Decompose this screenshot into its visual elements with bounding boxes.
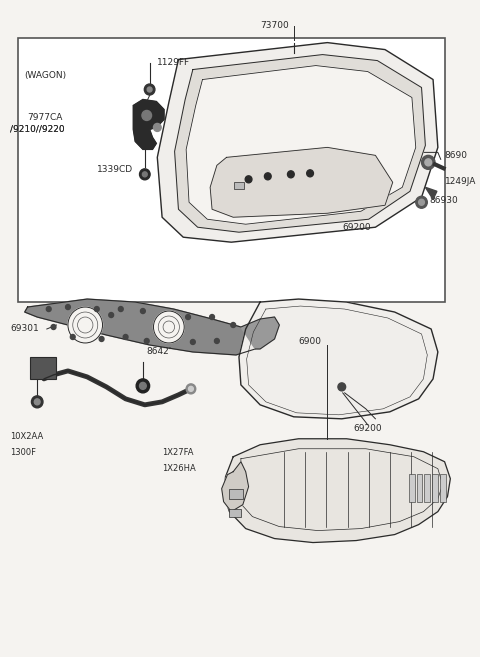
Circle shape bbox=[425, 159, 432, 166]
Circle shape bbox=[35, 399, 40, 405]
Text: /9210//9220: /9210//9220 bbox=[10, 125, 65, 134]
Bar bbox=[29, 357, 57, 379]
Text: 6900: 6900 bbox=[299, 338, 322, 346]
Bar bbox=[229, 489, 243, 499]
Bar bbox=[440, 474, 445, 502]
Text: 1339CD: 1339CD bbox=[97, 165, 133, 174]
Bar bbox=[409, 474, 415, 502]
Circle shape bbox=[288, 171, 294, 178]
Bar bbox=[432, 474, 438, 502]
Text: 73700: 73700 bbox=[260, 21, 289, 30]
Bar bbox=[234, 182, 244, 189]
Bar bbox=[417, 474, 422, 502]
Polygon shape bbox=[239, 299, 438, 419]
Polygon shape bbox=[133, 99, 164, 149]
Circle shape bbox=[210, 315, 215, 319]
Circle shape bbox=[231, 323, 236, 327]
Circle shape bbox=[142, 110, 152, 120]
Circle shape bbox=[144, 338, 149, 344]
Text: 1300F: 1300F bbox=[10, 448, 36, 457]
Circle shape bbox=[186, 315, 191, 319]
Text: 1X27FA: 1X27FA bbox=[162, 448, 193, 457]
Circle shape bbox=[154, 124, 161, 131]
Circle shape bbox=[154, 311, 184, 343]
Circle shape bbox=[338, 383, 346, 391]
Circle shape bbox=[47, 307, 51, 311]
Circle shape bbox=[419, 199, 424, 205]
Circle shape bbox=[141, 309, 145, 313]
Circle shape bbox=[68, 307, 103, 343]
Text: 8690: 8690 bbox=[444, 151, 468, 160]
Polygon shape bbox=[24, 299, 260, 355]
Text: 1X26HA: 1X26HA bbox=[162, 464, 196, 473]
Polygon shape bbox=[210, 147, 393, 217]
Circle shape bbox=[66, 305, 71, 309]
Polygon shape bbox=[222, 462, 249, 512]
Circle shape bbox=[32, 396, 43, 408]
Circle shape bbox=[307, 170, 313, 177]
Bar bbox=[229, 509, 241, 516]
Text: 69200: 69200 bbox=[353, 424, 382, 433]
Text: 69301: 69301 bbox=[10, 325, 39, 334]
Circle shape bbox=[95, 307, 99, 311]
Circle shape bbox=[245, 176, 252, 183]
Bar bbox=[18, 37, 444, 302]
Text: 86930: 86930 bbox=[429, 196, 458, 205]
Polygon shape bbox=[157, 43, 438, 242]
Bar bbox=[424, 474, 430, 502]
Circle shape bbox=[186, 384, 196, 394]
Polygon shape bbox=[241, 317, 279, 349]
Circle shape bbox=[51, 325, 56, 330]
Polygon shape bbox=[425, 187, 437, 199]
Circle shape bbox=[71, 334, 75, 340]
Circle shape bbox=[140, 382, 146, 390]
Circle shape bbox=[140, 169, 150, 180]
Text: 1129FF: 1129FF bbox=[157, 58, 191, 67]
Circle shape bbox=[123, 334, 128, 340]
Circle shape bbox=[416, 196, 427, 208]
Circle shape bbox=[264, 173, 271, 180]
Text: 69200: 69200 bbox=[342, 223, 371, 232]
Text: 7977CA: 7977CA bbox=[27, 113, 63, 122]
Circle shape bbox=[99, 336, 104, 342]
Circle shape bbox=[147, 87, 152, 92]
Text: 1249JA: 1249JA bbox=[444, 177, 476, 186]
Circle shape bbox=[144, 84, 155, 95]
Polygon shape bbox=[175, 55, 425, 232]
Circle shape bbox=[143, 172, 147, 177]
Text: 8642': 8642' bbox=[147, 348, 172, 357]
Text: 10X2AA: 10X2AA bbox=[10, 432, 44, 442]
Circle shape bbox=[421, 155, 435, 170]
Circle shape bbox=[191, 340, 195, 344]
Circle shape bbox=[109, 313, 114, 317]
Text: /9210//9220: /9210//9220 bbox=[10, 125, 65, 134]
Circle shape bbox=[119, 307, 123, 311]
Polygon shape bbox=[224, 439, 450, 543]
Text: (WAGON): (WAGON) bbox=[24, 71, 67, 80]
Circle shape bbox=[189, 386, 193, 392]
Circle shape bbox=[215, 338, 219, 344]
Polygon shape bbox=[186, 66, 416, 224]
Circle shape bbox=[136, 379, 150, 393]
